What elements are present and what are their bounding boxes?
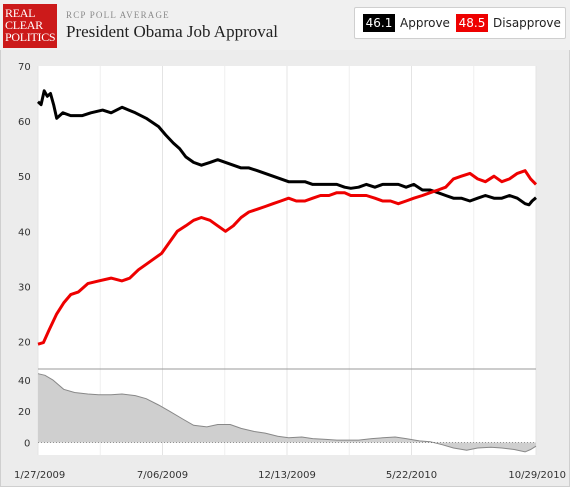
logo-line-2: CLEAR — [5, 18, 43, 32]
y-tick-label: 20 — [18, 337, 31, 348]
chart-kicker: RCP POLL AVERAGE — [66, 10, 170, 20]
x-tick-label: 12/13/2009 — [258, 470, 316, 481]
y-tick-label: 70 — [18, 62, 31, 73]
y-tick-label: 40 — [18, 227, 31, 238]
spread-y-tick-label: 20 — [18, 407, 31, 418]
series-line-approve — [36, 89, 537, 207]
legend: 46.1 Approve 48.5 Disapprove — [354, 7, 566, 39]
logo-line-1: REAL — [5, 6, 36, 20]
legend-disapprove-label: Disapprove — [493, 16, 561, 30]
spread-y-tick-label: 0 — [24, 438, 30, 449]
legend-disapprove-value: 48.5 — [456, 14, 488, 32]
spread-y-tick-label: 40 — [18, 376, 31, 387]
y-tick-label: 30 — [18, 282, 31, 293]
x-tick-label: 10/29/2010 — [508, 470, 566, 481]
y-tick-label: 50 — [18, 172, 31, 183]
rcp-logo[interactable]: REAL CLEAR POLITICS — [3, 4, 57, 48]
x-tick-label: 1/27/2009 — [14, 470, 65, 481]
spread-line — [37, 373, 537, 453]
spread-area — [38, 373, 536, 452]
chart-title: President Obama Job Approval — [66, 22, 278, 41]
series-line-disapprove — [37, 169, 538, 346]
legend-approve-label: Approve — [400, 16, 450, 30]
chart-header: REAL CLEAR POLITICS RCP POLL AVERAGE Pre… — [0, 0, 570, 50]
y-tick-label: 60 — [18, 117, 31, 128]
legend-approve-value: 46.1 — [363, 14, 395, 32]
x-tick-label: 7/06/2009 — [137, 470, 188, 481]
logo-line-3: POLITICS — [5, 30, 56, 44]
x-tick-label: 5/22/2010 — [386, 470, 437, 481]
